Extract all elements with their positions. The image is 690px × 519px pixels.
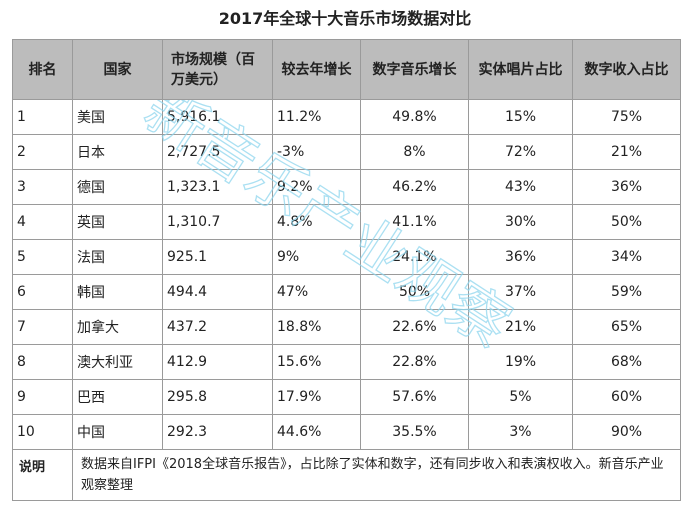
cell-rank: 7 [12,309,73,345]
table-title: 2017年全球十大音乐市场数据对比 [218,9,472,28]
cell-digital-growth: 49.8% [360,99,469,135]
cell-rank: 1 [12,99,73,135]
cell-yoy-growth: -3% [272,134,361,170]
cell-yoy-growth: 44.6% [272,414,361,450]
cell-rank: 2 [12,134,73,170]
cell-market-size: 295.8 [162,379,273,415]
cell-digital-growth: 22.8% [360,344,469,380]
header-market-size: 市场规模（百万美元） [162,39,273,100]
cell-country: 日本 [72,134,163,170]
cell-digital-growth: 57.6% [360,379,469,415]
cell-physical-share: 15% [468,99,573,135]
cell-yoy-growth: 11.2% [272,99,361,135]
cell-physical-share: 30% [468,204,573,240]
table-row: 1 美国 5,916.1 11.2% 49.8% 15% 75% [12,99,681,135]
cell-yoy-growth: 9.2% [272,169,361,205]
cell-market-size: 5,916.1 [162,99,273,135]
header-row: 排名 国家 市场规模（百万美元） 较去年增长 数字音乐增长 实体唱片占比 数字收… [12,39,681,100]
cell-market-size: 2,727.5 [162,134,273,170]
cell-rank: 6 [12,274,73,310]
cell-digital-share: 59% [572,274,681,310]
cell-country: 中国 [72,414,163,450]
header-digital-growth: 数字音乐增长 [360,39,469,100]
table-row: 8 澳大利亚 412.9 15.6% 22.8% 19% 68% [12,344,681,380]
cell-digital-growth: 8% [360,134,469,170]
cell-digital-growth: 22.6% [360,309,469,345]
table-row: 10 中国 292.3 44.6% 35.5% 3% 90% [12,414,681,450]
cell-physical-share: 3% [468,414,573,450]
note-row: 说明 数据来自IFPI《2018全球音乐报告》，占比除了实体和数字，还有同步收入… [12,449,681,501]
table-row: 4 英国 1,310.7 4.8% 41.1% 30% 50% [12,204,681,240]
cell-yoy-growth: 4.8% [272,204,361,240]
table-row: 9 巴西 295.8 17.9% 57.6% 5% 60% [12,379,681,415]
cell-physical-share: 21% [468,309,573,345]
cell-digital-share: 21% [572,134,681,170]
cell-market-size: 1,310.7 [162,204,273,240]
cell-yoy-growth: 9% [272,239,361,275]
cell-country: 加拿大 [72,309,163,345]
cell-physical-share: 37% [468,274,573,310]
table-row: 7 加拿大 437.2 18.8% 22.6% 21% 65% [12,309,681,345]
cell-physical-share: 36% [468,239,573,275]
cell-market-size: 412.9 [162,344,273,380]
cell-country: 韩国 [72,274,163,310]
cell-physical-share: 19% [468,344,573,380]
cell-digital-growth: 35.5% [360,414,469,450]
cell-rank: 4 [12,204,73,240]
cell-digital-share: 36% [572,169,681,205]
cell-market-size: 292.3 [162,414,273,450]
cell-digital-growth: 50% [360,274,469,310]
cell-rank: 9 [12,379,73,415]
cell-digital-growth: 41.1% [360,204,469,240]
cell-digital-share: 50% [572,204,681,240]
cell-physical-share: 43% [468,169,573,205]
header-physical-share: 实体唱片占比 [468,39,573,100]
cell-digital-share: 60% [572,379,681,415]
cell-digital-share: 34% [572,239,681,275]
table-row: 2 日本 2,727.5 -3% 8% 72% 21% [12,134,681,170]
cell-rank: 3 [12,169,73,205]
cell-rank: 5 [12,239,73,275]
cell-digital-growth: 24.1% [360,239,469,275]
cell-digital-share: 90% [572,414,681,450]
cell-rank: 8 [12,344,73,380]
cell-yoy-growth: 15.6% [272,344,361,380]
cell-country: 澳大利亚 [72,344,163,380]
cell-digital-share: 75% [572,99,681,135]
table-row: 6 韩国 494.4 47% 50% 37% 59% [12,274,681,310]
cell-yoy-growth: 18.8% [272,309,361,345]
cell-physical-share: 72% [468,134,573,170]
table-row: 3 德国 1,323.1 9.2% 46.2% 43% 36% [12,169,681,205]
note-text: 数据来自IFPI《2018全球音乐报告》，占比除了实体和数字，还有同步收入和表演… [72,449,681,501]
cell-yoy-growth: 17.9% [272,379,361,415]
cell-country: 美国 [72,99,163,135]
cell-country: 巴西 [72,379,163,415]
cell-country: 法国 [72,239,163,275]
table-row: 5 法国 925.1 9% 24.1% 36% 34% [12,239,681,275]
cell-rank: 10 [12,414,73,450]
music-market-table: 排名 国家 市场规模（百万美元） 较去年增长 数字音乐增长 实体唱片占比 数字收… [12,39,681,501]
cell-digital-share: 65% [572,309,681,345]
cell-physical-share: 5% [468,379,573,415]
header-country: 国家 [72,39,163,100]
header-yoy-growth: 较去年增长 [272,39,361,100]
cell-country: 英国 [72,204,163,240]
note-label: 说明 [12,449,73,501]
cell-digital-growth: 46.2% [360,169,469,205]
header-rank: 排名 [12,39,73,100]
cell-yoy-growth: 47% [272,274,361,310]
cell-market-size: 1,323.1 [162,169,273,205]
cell-market-size: 437.2 [162,309,273,345]
cell-digital-share: 68% [572,344,681,380]
cell-market-size: 925.1 [162,239,273,275]
header-digital-share: 数字收入占比 [572,39,681,100]
cell-country: 德国 [72,169,163,205]
cell-market-size: 494.4 [162,274,273,310]
